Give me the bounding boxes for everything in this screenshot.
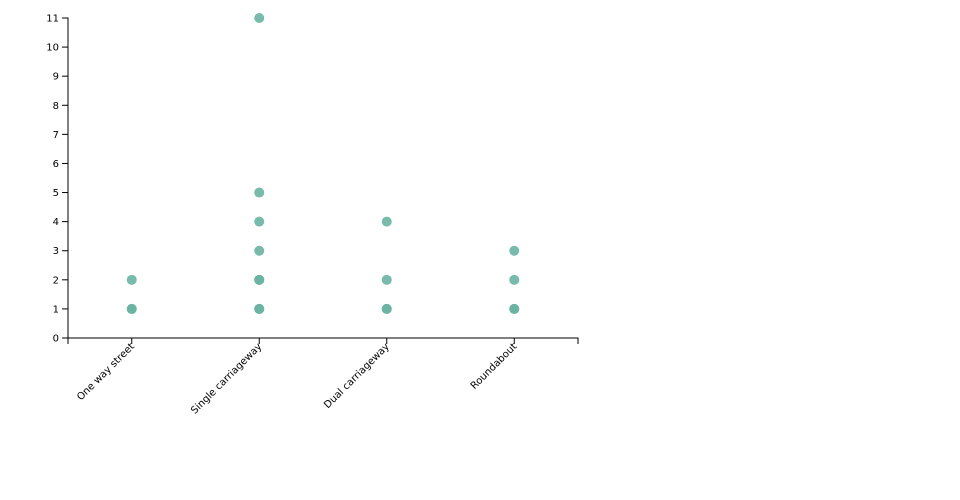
x-tick-label: Roundabout bbox=[469, 341, 520, 392]
point bbox=[126, 274, 137, 285]
y-tick-label: 11 bbox=[46, 14, 59, 25]
point bbox=[509, 274, 520, 285]
x-tick-label: One way street bbox=[75, 341, 137, 403]
y-tick-label: 3 bbox=[53, 246, 59, 257]
point bbox=[254, 13, 265, 23]
x-axis-line bbox=[67, 337, 579, 344]
point bbox=[254, 274, 265, 285]
y-tick-label: 9 bbox=[53, 72, 59, 83]
point bbox=[509, 245, 520, 256]
y-tick-label: 5 bbox=[53, 188, 59, 199]
point bbox=[381, 274, 392, 285]
point bbox=[381, 216, 392, 227]
point bbox=[254, 245, 265, 256]
point bbox=[126, 303, 137, 314]
point bbox=[381, 303, 392, 314]
y-tick-label: 1 bbox=[53, 304, 59, 315]
y-axis-line bbox=[62, 17, 69, 339]
point bbox=[254, 303, 265, 314]
point bbox=[509, 303, 520, 314]
point bbox=[254, 216, 265, 227]
y-tick-label: 0 bbox=[53, 334, 59, 345]
x-tick-label: Dual carriageway bbox=[322, 341, 392, 411]
y-tick-label: 2 bbox=[53, 275, 59, 286]
y-tick-label: 7 bbox=[53, 130, 59, 141]
x-tick-label: Single carriageway bbox=[189, 341, 264, 416]
point bbox=[254, 187, 265, 198]
y-tick-label: 8 bbox=[53, 101, 59, 112]
y-tick-label: 10 bbox=[46, 43, 59, 54]
y-tick-label: 6 bbox=[53, 159, 59, 170]
y-tick-label: 4 bbox=[53, 217, 59, 228]
